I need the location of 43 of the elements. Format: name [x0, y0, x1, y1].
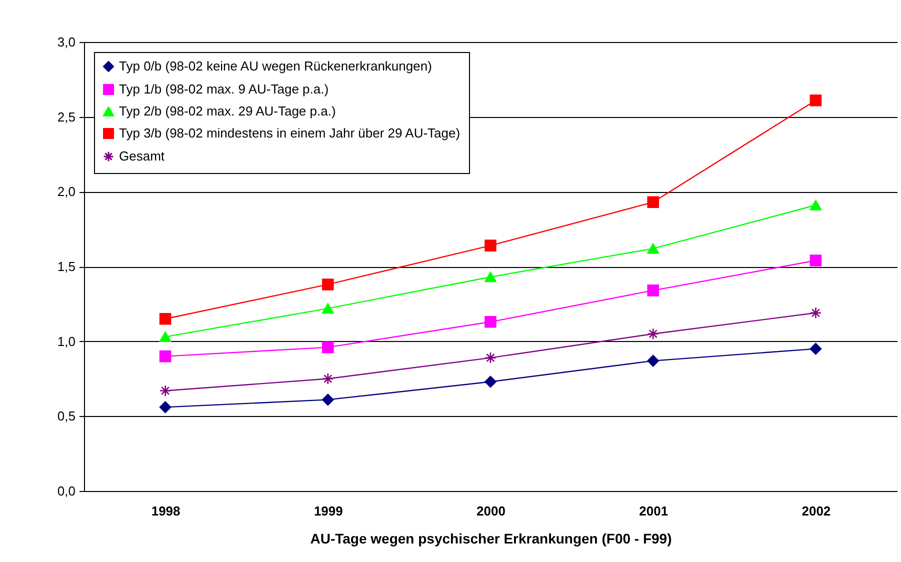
y-tick-label: 3,0 [57, 34, 76, 50]
point [322, 303, 334, 314]
point [322, 341, 334, 354]
point [159, 332, 172, 342]
x-tick-label: 1998 [151, 504, 180, 518]
x-axis-title: AU-Tage wegen psychischer Erkrankungen (F00 - F99) [310, 530, 672, 546]
point [484, 272, 496, 282]
y-tick-label: 1,0 [57, 334, 76, 349]
point [647, 284, 659, 296]
legend-label: Typ 2/b (98-02 max. 29 AU-Tage p.a.) [119, 104, 336, 118]
y-tick-label: 1,5 [57, 259, 76, 274]
point [810, 200, 822, 210]
point [810, 342, 822, 355]
point [484, 352, 496, 364]
point [322, 372, 334, 385]
point [484, 376, 496, 388]
x-tick-label: 2001 [639, 504, 668, 518]
legend-label: Typ 0/b (98-02 keine AU wegen Rückenerkrankungen) [119, 58, 432, 74]
point [647, 354, 659, 367]
point [484, 316, 496, 328]
point [159, 401, 172, 414]
point [810, 254, 822, 266]
legend-label: Gesamt [119, 148, 165, 164]
y-tick-label: 0,5 [57, 408, 76, 424]
legend-label: Typ 3/b (98-02 mindestens in einem Jahr über 29 AU-Tage) [119, 126, 460, 140]
point [159, 312, 172, 325]
point [322, 278, 334, 290]
point [810, 307, 822, 319]
y-tick-label: 2,0 [57, 184, 76, 200]
point [322, 394, 334, 406]
point [159, 350, 172, 362]
legend-label: Typ 1/b (98-02 max. 9 AU-Tage p.a.) [119, 82, 329, 96]
point [647, 243, 659, 254]
point [159, 384, 172, 397]
point [810, 94, 822, 106]
x-tick-label: 1999 [314, 504, 343, 518]
y-tick-label: 0,0 [57, 484, 76, 498]
point [484, 240, 496, 252]
point [647, 196, 659, 208]
y-tick-label: 2,5 [57, 109, 76, 124]
x-tick-label: 2000 [476, 504, 506, 518]
x-tick-label: 2002 [802, 504, 831, 518]
point [647, 328, 659, 340]
